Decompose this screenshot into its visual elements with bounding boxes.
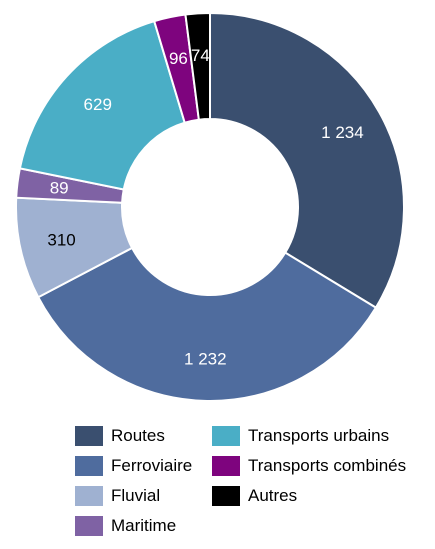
legend-item-transports-combines: Transports combinés bbox=[212, 454, 406, 478]
legend-item-autres: Autres bbox=[212, 484, 297, 508]
data-label: 74 bbox=[191, 46, 210, 65]
legend-label: Maritime bbox=[111, 516, 177, 535]
donut-chart: 1 234 1 232 310 89 629 96 74 bbox=[15, 11, 405, 402]
legend-swatch bbox=[212, 486, 240, 506]
legend-label: Fluvial bbox=[111, 486, 161, 505]
chart-legend: Routes Transports urbains Ferroviaire Tr… bbox=[75, 424, 435, 544]
data-label: 89 bbox=[50, 179, 69, 198]
data-label: 629 bbox=[84, 95, 112, 114]
legend-swatch bbox=[212, 426, 240, 446]
data-label: 1 232 bbox=[184, 349, 227, 368]
legend-swatch bbox=[75, 516, 103, 536]
legend-item-fluvial: Fluvial bbox=[75, 484, 160, 508]
legend-swatch bbox=[75, 486, 103, 506]
legend-label: Autres bbox=[248, 486, 298, 505]
legend-item-ferroviaire: Ferroviaire bbox=[75, 454, 192, 478]
legend-item-transports-urbains: Transports urbains bbox=[212, 424, 389, 448]
data-label: 310 bbox=[47, 230, 75, 249]
legend-swatch bbox=[75, 456, 103, 476]
slice-transports-urbains bbox=[18, 19, 186, 191]
legend-item-maritime: Maritime bbox=[75, 514, 176, 538]
legend-swatch bbox=[75, 426, 103, 446]
slice-autres bbox=[184, 11, 211, 121]
legend-label: Transports combinés bbox=[248, 456, 407, 475]
data-label: 1 234 bbox=[321, 123, 364, 142]
legend-label: Ferroviaire bbox=[111, 456, 193, 475]
legend-item-routes: Routes bbox=[75, 424, 165, 448]
legend-label: Transports urbains bbox=[248, 426, 390, 445]
slice-ferroviaire bbox=[36, 246, 378, 402]
data-label: 96 bbox=[169, 49, 188, 68]
legend-label: Routes bbox=[111, 426, 165, 445]
legend-swatch bbox=[212, 456, 240, 476]
slice-routes bbox=[209, 11, 405, 310]
